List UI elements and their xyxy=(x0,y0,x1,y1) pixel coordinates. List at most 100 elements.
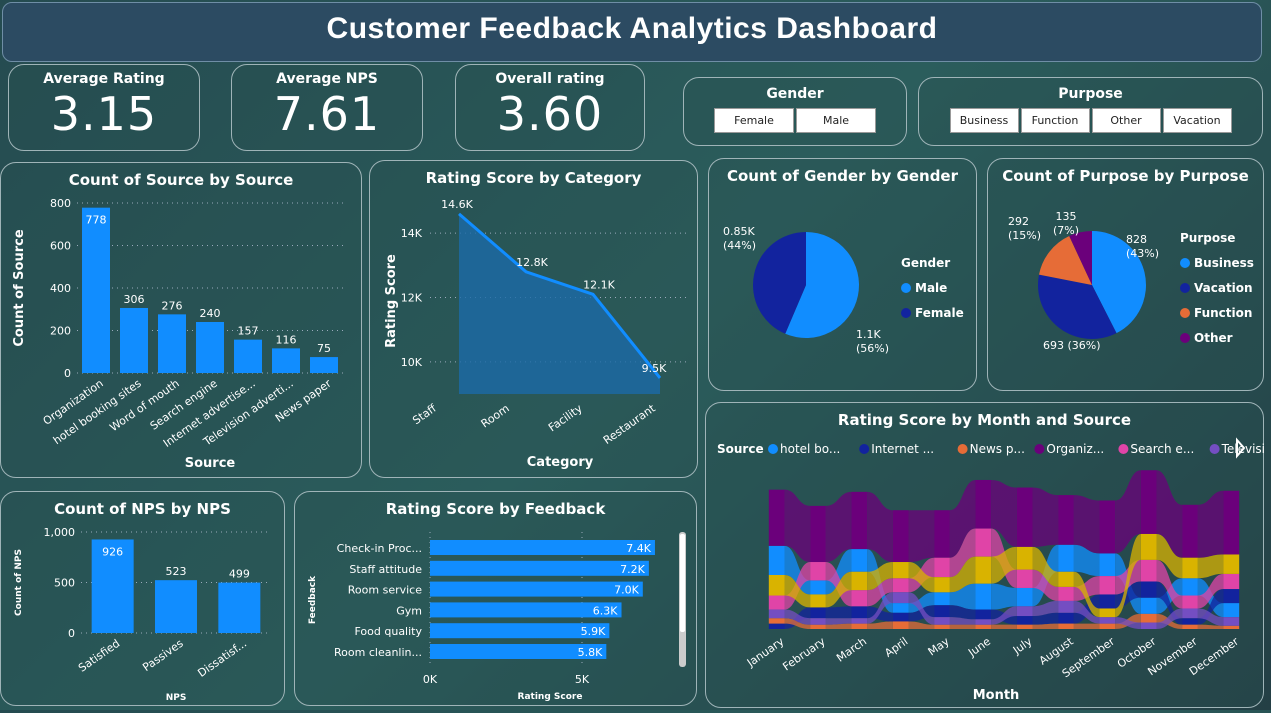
ribbon-column xyxy=(1182,557,1198,579)
purpose-vacation-button[interactable]: Vacation xyxy=(1162,108,1232,133)
ribbon xyxy=(1115,533,1141,618)
ribbon-column xyxy=(892,592,909,604)
ribbon xyxy=(949,605,976,620)
ribbon-column xyxy=(810,594,826,608)
ribbon xyxy=(1156,470,1183,558)
ribbon xyxy=(825,618,852,625)
y-tick-label: Gym xyxy=(396,604,422,617)
ribbon xyxy=(1032,623,1059,629)
x-tick-label: July xyxy=(1010,635,1035,658)
y-tick-label: Staff attitude xyxy=(349,563,422,576)
purpose-business-button[interactable]: Business xyxy=(949,108,1019,133)
x-axis-title: Month xyxy=(973,688,1020,703)
ribbon-column xyxy=(851,623,868,629)
y-tick-label: Check-in Proc... xyxy=(337,542,422,555)
slicer-label: Gender xyxy=(766,86,824,102)
kpi-value: 3.15 xyxy=(50,87,158,141)
x-axis-title: NPS xyxy=(166,693,187,703)
y-axis-title: Rating Score xyxy=(384,254,399,348)
ribbon-column xyxy=(851,571,868,591)
data-label: 828 xyxy=(1126,233,1147,246)
pie-slice xyxy=(1038,274,1117,339)
x-tick-label: June xyxy=(965,635,993,660)
ribbon-column xyxy=(810,624,826,629)
ribbon-column xyxy=(1016,587,1033,607)
ribbon-column xyxy=(768,489,785,546)
legend-next-arrow-icon[interactable] xyxy=(1236,437,1246,459)
ribbon-column xyxy=(1140,613,1157,623)
data-label-pct: (56%) xyxy=(856,342,889,355)
gender-female-button[interactable]: Female xyxy=(714,108,794,133)
legend-label: Other xyxy=(1194,331,1233,345)
ribbon-column xyxy=(1058,623,1074,629)
purpose-other-button[interactable]: Other xyxy=(1091,108,1161,133)
y-tick-label: Room service xyxy=(348,584,422,597)
bar xyxy=(196,322,224,373)
bar xyxy=(430,623,610,639)
data-label: 292 xyxy=(1008,215,1029,228)
ribbon xyxy=(991,546,1017,584)
data-label: 12.1K xyxy=(583,278,615,291)
ribbon xyxy=(1073,571,1100,618)
ribbon-column xyxy=(934,617,950,625)
ribbon xyxy=(1197,554,1224,579)
ribbon xyxy=(1156,581,1183,625)
data-label: 14.6K xyxy=(441,198,473,211)
ribbon xyxy=(1156,533,1183,579)
nps-bar-chart: 0 500 1,000 926 Satisfied 523 Passives 499 Dissa… xyxy=(14,526,271,703)
x-tick-label: April xyxy=(882,635,910,660)
ribbon xyxy=(908,510,935,563)
kpi-overall-rating: Overall rating 3.60 xyxy=(455,64,645,151)
ribbon xyxy=(908,592,935,613)
ribbon-column xyxy=(934,605,950,618)
data-label-pct: (43%) xyxy=(1126,247,1159,260)
y-axis-title: Count of NPS xyxy=(14,549,24,616)
ribbon-column xyxy=(1016,606,1033,617)
bar xyxy=(430,581,643,597)
legend-label: Internet ... xyxy=(871,442,934,456)
ribbon-column xyxy=(1223,554,1240,574)
y-axis-title: Count of Source xyxy=(12,229,27,347)
ribbon xyxy=(784,609,811,625)
pie-slice xyxy=(1069,231,1092,285)
legend-dot xyxy=(1180,258,1190,268)
data-label: 7.2K xyxy=(620,563,645,576)
scrollbar-thumb[interactable] xyxy=(680,534,685,632)
x-tick-label: Passives xyxy=(140,637,186,674)
ribbon xyxy=(1032,569,1059,601)
ribbon-column xyxy=(1223,573,1240,590)
ribbon-column xyxy=(851,618,868,624)
ribbon-column xyxy=(768,575,785,596)
ribbon-column xyxy=(1099,617,1116,624)
legend-label: Organiz... xyxy=(1046,442,1104,456)
ribbon-column xyxy=(768,545,785,575)
legend-label: hotel bo... xyxy=(780,442,840,456)
gender-male-button[interactable]: Male xyxy=(796,108,876,133)
ribbon-column xyxy=(851,590,868,607)
ribbon xyxy=(991,479,1017,547)
data-label: 499 xyxy=(229,568,250,581)
bar xyxy=(430,560,649,576)
ribbon-column xyxy=(1182,504,1198,558)
ribbon-column xyxy=(810,505,826,563)
ribbon-column xyxy=(1058,612,1074,624)
data-label-pct: (15%) xyxy=(1008,229,1041,242)
x-tick-label: 5K xyxy=(575,673,590,686)
kpi-average-rating: Average Rating 3.15 xyxy=(8,64,200,151)
purpose-function-button[interactable]: Function xyxy=(1020,108,1090,133)
bar xyxy=(430,540,655,555)
ribbon xyxy=(908,562,935,593)
ribbon xyxy=(949,583,976,610)
legend-label: Business xyxy=(1194,256,1254,270)
legend-title: Source xyxy=(717,442,764,456)
ribbon-column xyxy=(975,528,992,557)
data-label: 116 xyxy=(276,333,297,346)
ribbon-column xyxy=(934,592,950,606)
ribbon-column xyxy=(892,562,909,579)
ribbon xyxy=(1073,544,1100,577)
legend-label: Search e... xyxy=(1130,442,1194,456)
ribbon-column xyxy=(1016,624,1033,629)
ribbon-column xyxy=(975,619,992,625)
ribbon-column xyxy=(934,577,950,593)
